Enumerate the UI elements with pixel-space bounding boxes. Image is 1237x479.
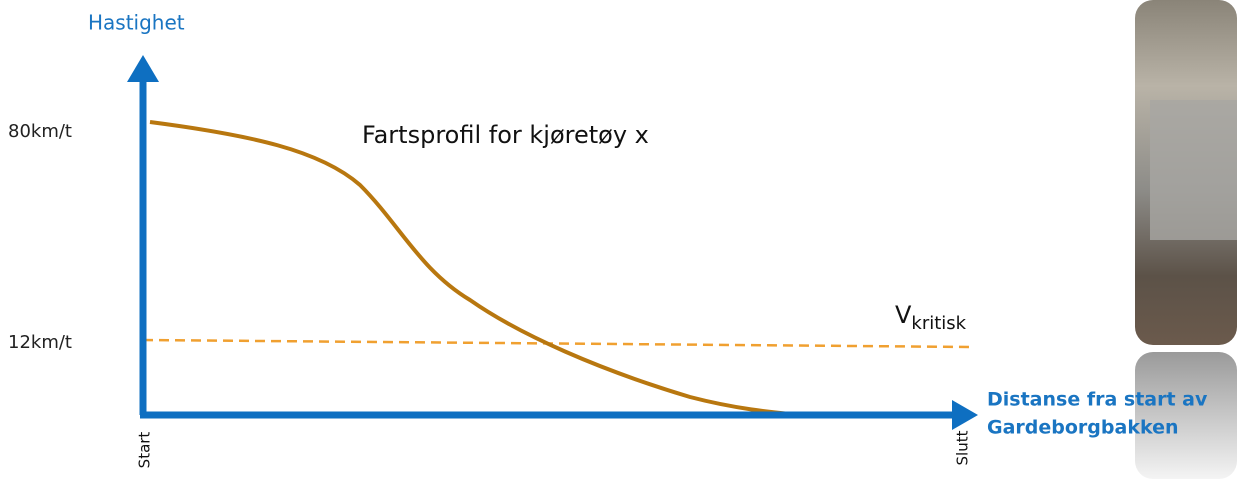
photo-detail — [1150, 100, 1237, 240]
x-axis-arrow — [952, 400, 978, 430]
speed-curve — [149, 120, 801, 417]
threshold-subscript: kritisk — [911, 313, 966, 334]
photo-reflection — [1135, 352, 1237, 479]
y-tick-label: 80km/t — [8, 121, 72, 142]
threshold-v: V — [895, 301, 912, 329]
x-axis-label: Gardeborgbakken — [987, 417, 1179, 439]
y-axis-arrow — [127, 55, 159, 82]
y-axis-label: Hastighet — [88, 11, 185, 35]
threshold-label: Vkritisk — [895, 301, 967, 334]
x-axis-label: Distanse fra start av — [987, 389, 1208, 411]
y-tick-label: 12km/t — [8, 332, 72, 353]
curve-label: Fartsprofil for kjøretøy x — [362, 121, 649, 149]
x-end-label: Slutt — [954, 430, 972, 465]
threshold-line — [142, 338, 973, 349]
x-start-label: Start — [136, 432, 154, 469]
